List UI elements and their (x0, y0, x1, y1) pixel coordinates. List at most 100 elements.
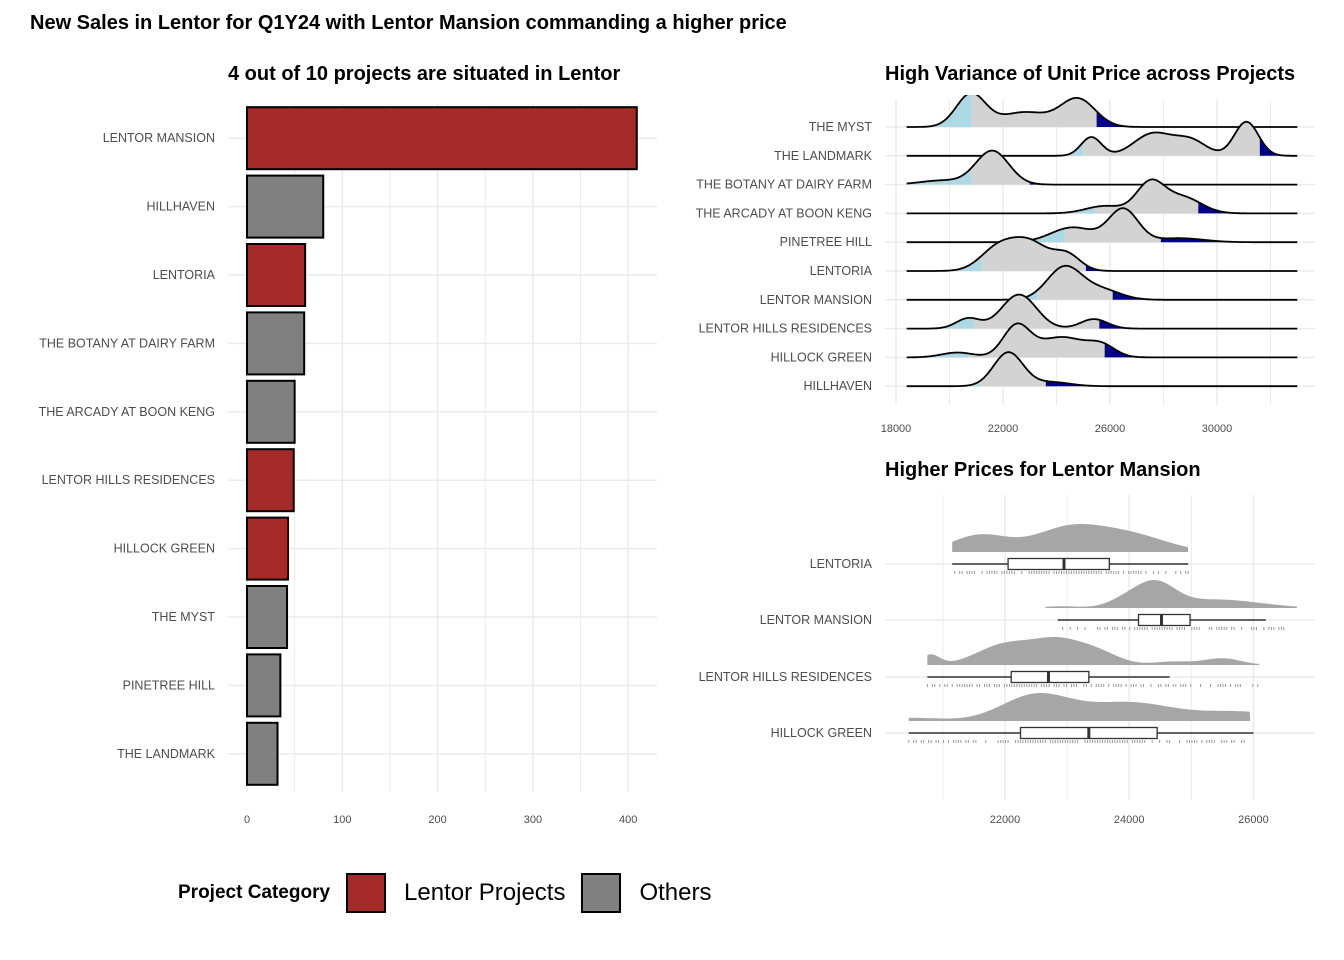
ridge-high-tail (1099, 319, 1298, 329)
legend-label-others: Others (639, 879, 712, 906)
bar-y-label: THE BOTANY AT DAIRY FARM (39, 336, 215, 350)
ridge-low-tail (906, 352, 969, 358)
ridge-outline (906, 322, 1298, 359)
ridge-outline (906, 264, 1298, 301)
ridge-chart-title: High Variance of Unit Price across Proje… (885, 63, 1296, 85)
raincloud-marks (908, 524, 1297, 743)
rain-lentor-mansion (1045, 580, 1297, 630)
rain-x-tick-label: 22000 (990, 814, 1021, 826)
bar-lentor-hills-residences (246, 448, 295, 513)
rain-hillock-green (908, 693, 1254, 743)
bar-y-label: PINETREE HILL (123, 678, 215, 692)
rain-x-tick-label: 24000 (1114, 814, 1145, 826)
bar-the-arcady-at-boon-keng (246, 379, 296, 444)
bar-chart-bars (246, 106, 638, 786)
rain-lentoria (952, 524, 1189, 574)
bar-hillhaven (246, 174, 325, 239)
bar-y-label: THE MYST (152, 610, 216, 624)
bar-x-tick-label: 0 (244, 814, 250, 826)
ridgeline-densities (906, 95, 1298, 388)
ridge-low-tail (906, 381, 979, 387)
rain-y-label: LENTORIA (810, 557, 873, 571)
ridge-outline (906, 236, 1298, 272)
ridge-low-tail (906, 255, 982, 271)
ridge-body (970, 150, 1030, 185)
bar-chart: LENTOR MANSION HILLHAVEN LENTORIA THE BOTAN… (39, 104, 657, 826)
ridge-hillhaven (906, 351, 1298, 388)
ridge-x-tick-label: 22000 (988, 423, 1019, 435)
ridge-body (981, 237, 1086, 271)
ridge-outline (906, 178, 1298, 215)
ridge-y-label: LENTOR MANSION (760, 293, 872, 307)
rain-density (927, 637, 1260, 665)
raincloud-chart: LENTORIA LENTOR MANSION LENTOR HILLS RESID… (699, 495, 1315, 826)
rain-rug (1062, 627, 1285, 630)
bar-x-tick-label: 300 (524, 814, 542, 826)
ridge-body (973, 294, 1100, 329)
rain-rug (954, 571, 1189, 574)
raincloud-x-labels: 22000 24000 26000 (990, 814, 1269, 826)
bar-the-myst (246, 585, 289, 649)
rain-x-tick-label: 26000 (1238, 814, 1269, 826)
rain-density (908, 693, 1251, 721)
ridge-y-label: THE LANDMARK (774, 149, 873, 163)
legend: Project Category Lentor Projects Others (178, 870, 728, 916)
ridge-low-tail (906, 168, 971, 185)
bar-chart-y-labels: LENTOR MANSION HILLHAVEN LENTORIA THE BOTAN… (39, 131, 216, 761)
rain-rug (926, 684, 1259, 687)
ridge-low-tail (906, 228, 1065, 243)
bar-chart-x-labels: 0 100 200 300 400 (244, 814, 637, 826)
ridge-outline (906, 120, 1298, 157)
legend-label-lentor: Lentor Projects (404, 879, 566, 906)
rain-box (1007, 557, 1110, 571)
main-title: New Sales in Lentor for Q1Y24 with Lento… (30, 12, 787, 34)
rain-chart-title: Higher Prices for Lentor Mansion (885, 459, 1201, 481)
bar-chart-title: 4 out of 10 projects are situated in Len… (228, 63, 621, 85)
bar-x-tick-label: 100 (333, 814, 351, 826)
rain-density (952, 524, 1189, 552)
ridge-pinetree-hill (906, 207, 1298, 244)
ridge-body (1093, 179, 1199, 214)
ridge-body (970, 95, 1097, 127)
ridge-body (968, 323, 1105, 358)
rain-box (1137, 613, 1191, 627)
ridge-low-tail (906, 95, 971, 127)
bar-y-label: LENTOR HILLS RESIDENCES (42, 473, 215, 487)
ridge-the-arcady-at-boon-keng (906, 178, 1298, 215)
rain-y-label: HILLOCK GREEN (771, 726, 872, 740)
ridge-lentoria (906, 236, 1298, 272)
legend-key-others (581, 873, 622, 913)
bar-the-landmark (246, 721, 279, 786)
ridge-body (978, 352, 1046, 387)
ridge-outline (906, 95, 1298, 128)
bar-y-label: THE ARCADY AT BOON KENG (39, 405, 215, 419)
bar-y-label: LENTOR MANSION (103, 131, 215, 145)
ridge-high-tail (1096, 111, 1298, 127)
ridge-low-tail (906, 317, 974, 329)
ridge-y-label: HILLHAVEN (803, 379, 872, 393)
bar-y-label: LENTORIA (153, 268, 216, 282)
legend-title: Project Category (178, 882, 331, 903)
legend-key-lentor (346, 873, 387, 913)
ridge-high-tail (1198, 202, 1298, 214)
ridge-y-label: THE BOTANY AT DAIRY FARM (696, 178, 872, 192)
ridge-y-label: THE MYST (809, 120, 873, 134)
rain-box (1010, 670, 1090, 684)
raincloud-y-labels: LENTORIA LENTOR MANSION LENTOR HILLS RESID… (699, 557, 873, 740)
bar-y-label: THE LANDMARK (117, 747, 216, 761)
bar-y-label: HILLOCK GREEN (114, 542, 215, 556)
ridge-y-label: LENTOR HILLS RESIDENCES (699, 322, 872, 336)
ridgeline-y-labels: THE MYST THE LANDMARK THE BOTANY AT DAIRY … (696, 120, 873, 393)
rain-lentor-hills-residences (926, 637, 1260, 687)
ridge-low-tail (906, 207, 1094, 214)
rain-y-label: LENTOR MANSION (760, 613, 872, 627)
ridgeline-chart: THE MYST THE LANDMARK THE BOTANY AT DAIRY … (696, 95, 1315, 435)
ridge-high-tail (1104, 343, 1298, 358)
ridge-body (1037, 265, 1113, 300)
bar-y-label: HILLHAVEN (146, 200, 215, 214)
ridge-the-botany-at-dairy-farm (906, 149, 1298, 186)
ridge-outline (906, 351, 1298, 388)
ridge-x-tick-label: 30000 (1202, 423, 1233, 435)
bar-x-tick-label: 400 (619, 814, 637, 826)
rain-density (1045, 580, 1297, 608)
